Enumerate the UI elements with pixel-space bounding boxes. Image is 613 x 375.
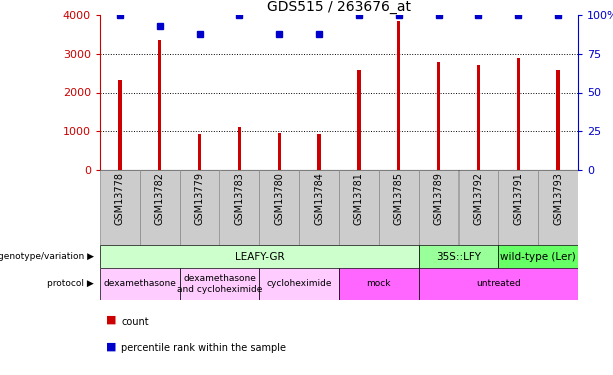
Bar (477, 64, 480, 170)
Text: untreated: untreated (476, 279, 520, 288)
Text: wild-type (Ler): wild-type (Ler) (500, 252, 576, 261)
Bar (419, 245, 498, 268)
Text: LEAFY-GR: LEAFY-GR (235, 252, 284, 261)
Bar (100, 170, 140, 245)
Bar (538, 170, 578, 245)
Bar (238, 128, 241, 170)
Bar (118, 80, 121, 170)
Bar (100, 268, 180, 300)
Bar (318, 134, 321, 170)
Bar (419, 170, 459, 245)
Bar (357, 70, 360, 170)
Text: GSM13779: GSM13779 (194, 172, 205, 225)
Bar (517, 58, 520, 170)
Text: protocol ▶: protocol ▶ (47, 279, 94, 288)
Text: genotype/variation ▶: genotype/variation ▶ (0, 252, 94, 261)
Bar (379, 170, 419, 245)
Text: count: count (121, 317, 149, 327)
Text: percentile rank within the sample: percentile rank within the sample (121, 343, 286, 353)
Bar (180, 268, 259, 300)
Bar (198, 134, 201, 170)
Text: cycloheximide: cycloheximide (267, 279, 332, 288)
Text: GSM13793: GSM13793 (553, 172, 563, 225)
Bar (498, 170, 538, 245)
Text: dexamethasone: dexamethasone (104, 279, 177, 288)
Text: GSM13780: GSM13780 (274, 172, 284, 225)
Text: ■: ■ (106, 341, 116, 351)
Bar (259, 170, 299, 245)
Text: mock: mock (367, 279, 391, 288)
Text: GSM13791: GSM13791 (513, 172, 524, 225)
Bar (339, 268, 419, 300)
Text: dexamethasone
and cycloheximide: dexamethasone and cycloheximide (177, 274, 262, 294)
Bar (219, 170, 259, 245)
Bar (100, 245, 419, 268)
Text: ■: ■ (106, 315, 116, 325)
Bar (498, 245, 578, 268)
Text: GSM13783: GSM13783 (234, 172, 245, 225)
Text: 35S::LFY: 35S::LFY (436, 252, 481, 261)
Bar (437, 62, 440, 170)
Bar (339, 170, 379, 245)
Title: GDS515 / 263676_at: GDS515 / 263676_at (267, 0, 411, 14)
Bar (419, 268, 578, 300)
Bar (180, 170, 219, 245)
Text: GSM13792: GSM13792 (473, 172, 484, 225)
Bar (278, 133, 281, 170)
Text: GSM13781: GSM13781 (354, 172, 364, 225)
Bar (459, 170, 498, 245)
Bar (259, 268, 339, 300)
Text: GSM13778: GSM13778 (115, 172, 125, 225)
Bar (140, 170, 180, 245)
Text: GSM13782: GSM13782 (154, 172, 165, 225)
Bar (158, 40, 161, 170)
Text: GSM13784: GSM13784 (314, 172, 324, 225)
Bar (299, 170, 339, 245)
Bar (397, 21, 400, 170)
Bar (557, 70, 560, 170)
Text: GSM13789: GSM13789 (433, 172, 444, 225)
Text: GSM13785: GSM13785 (394, 172, 404, 225)
